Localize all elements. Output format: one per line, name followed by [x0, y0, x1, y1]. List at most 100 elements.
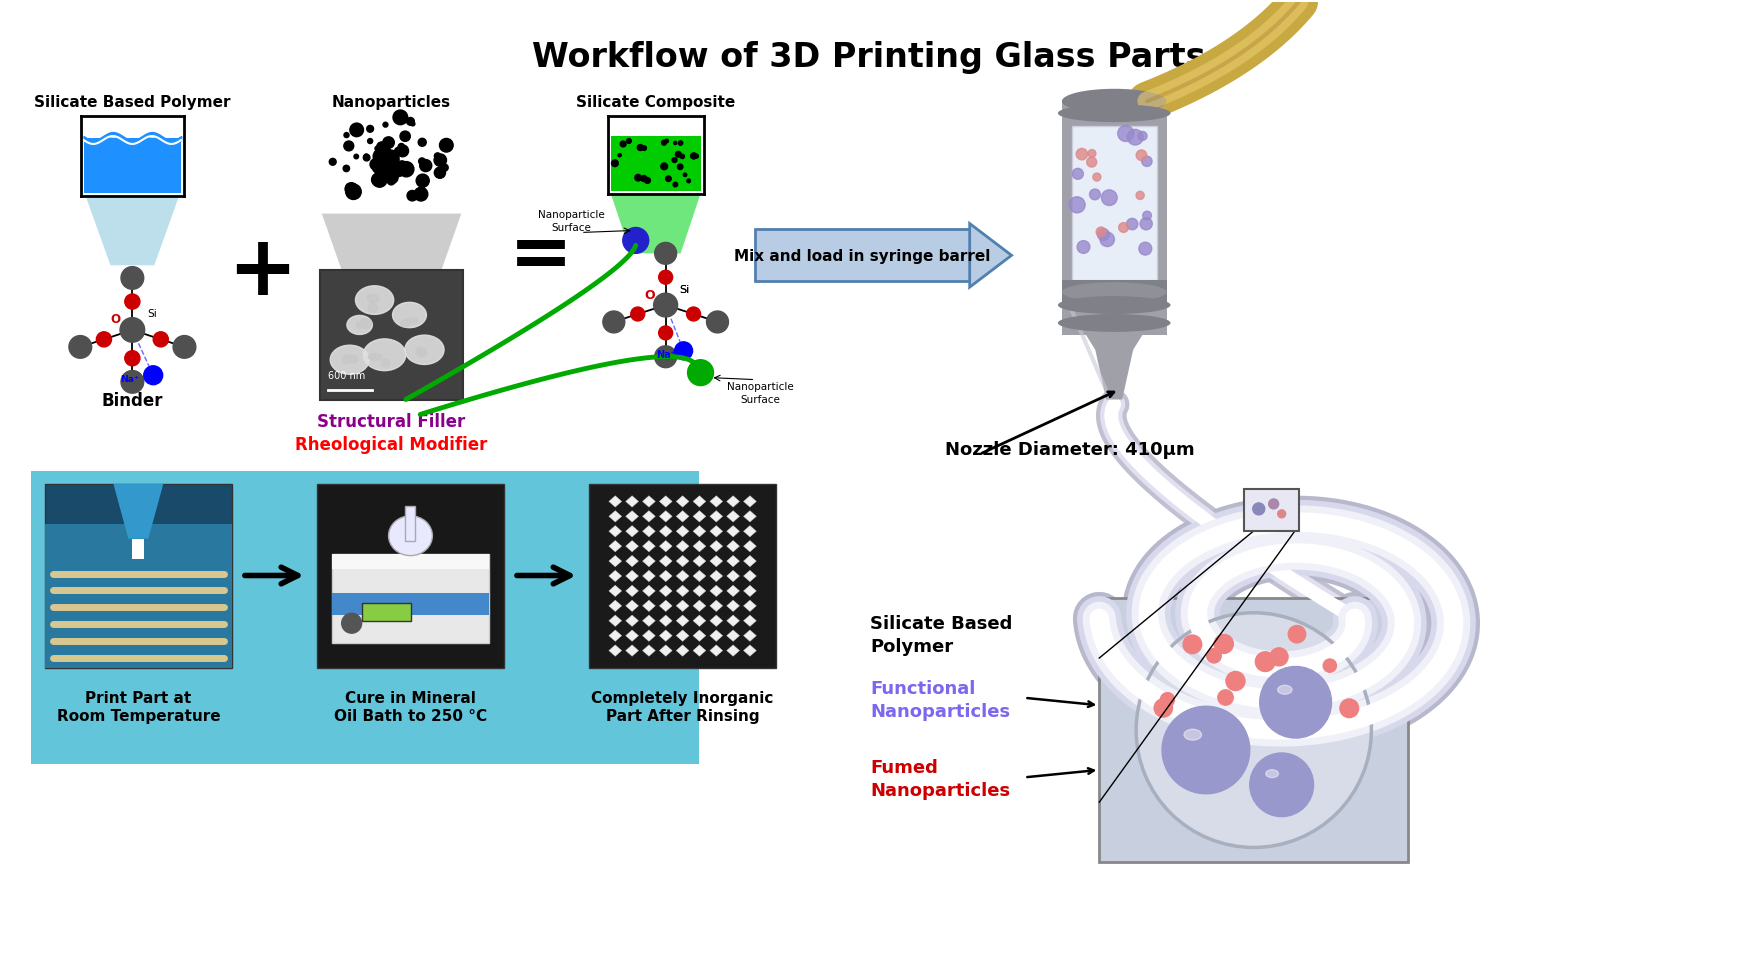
- Polygon shape: [610, 194, 700, 254]
- Polygon shape: [608, 556, 622, 568]
- Bar: [45, 485, 233, 668]
- Circle shape: [122, 371, 144, 394]
- Circle shape: [1093, 174, 1100, 182]
- Polygon shape: [709, 585, 723, 597]
- Bar: [405, 506, 415, 541]
- Circle shape: [440, 140, 454, 152]
- Circle shape: [395, 149, 401, 154]
- Polygon shape: [726, 541, 739, 552]
- Circle shape: [674, 143, 676, 146]
- Circle shape: [434, 153, 441, 160]
- Circle shape: [407, 191, 417, 201]
- Polygon shape: [744, 511, 756, 523]
- Polygon shape: [113, 485, 163, 539]
- Polygon shape: [626, 585, 638, 597]
- Circle shape: [375, 164, 386, 175]
- Ellipse shape: [367, 295, 379, 303]
- Circle shape: [680, 155, 685, 159]
- Polygon shape: [726, 496, 739, 508]
- Text: Rheological Modifier: Rheological Modifier: [295, 436, 488, 453]
- Bar: [332, 554, 488, 569]
- Text: Cure in Mineral
Oil Bath to 250 °C: Cure in Mineral Oil Bath to 250 °C: [334, 690, 487, 724]
- Polygon shape: [608, 585, 622, 597]
- Circle shape: [1270, 648, 1288, 666]
- Polygon shape: [726, 601, 739, 612]
- Circle shape: [673, 183, 678, 188]
- Polygon shape: [659, 601, 673, 612]
- Polygon shape: [676, 645, 688, 657]
- Circle shape: [683, 174, 687, 178]
- Circle shape: [666, 140, 669, 144]
- Polygon shape: [643, 645, 655, 657]
- Polygon shape: [676, 541, 688, 552]
- Bar: [1072, 127, 1158, 281]
- Circle shape: [1255, 653, 1276, 672]
- Circle shape: [381, 156, 389, 167]
- Bar: [332, 554, 488, 644]
- Ellipse shape: [405, 336, 443, 365]
- Text: Completely Inorganic
Part After Rinsing: Completely Inorganic Part After Rinsing: [591, 690, 773, 724]
- Ellipse shape: [1277, 686, 1291, 695]
- Bar: [362, 604, 412, 621]
- Polygon shape: [659, 630, 673, 642]
- Circle shape: [1161, 693, 1175, 707]
- Polygon shape: [709, 556, 723, 568]
- Circle shape: [603, 312, 624, 333]
- Polygon shape: [608, 541, 622, 552]
- Polygon shape: [676, 511, 688, 523]
- Circle shape: [125, 352, 141, 366]
- Polygon shape: [659, 645, 673, 657]
- Circle shape: [419, 158, 426, 165]
- Circle shape: [372, 174, 384, 187]
- Polygon shape: [744, 541, 756, 552]
- Ellipse shape: [389, 516, 433, 556]
- Polygon shape: [643, 541, 655, 552]
- Circle shape: [386, 155, 396, 167]
- Polygon shape: [608, 496, 622, 508]
- Polygon shape: [626, 496, 638, 508]
- Polygon shape: [659, 541, 673, 552]
- Circle shape: [687, 308, 700, 321]
- Circle shape: [1090, 190, 1100, 200]
- Circle shape: [1340, 700, 1359, 718]
- Polygon shape: [626, 556, 638, 568]
- Polygon shape: [726, 616, 739, 627]
- Circle shape: [384, 157, 396, 170]
- Polygon shape: [626, 541, 638, 552]
- Circle shape: [1288, 626, 1305, 643]
- Polygon shape: [726, 511, 739, 523]
- Polygon shape: [744, 526, 756, 537]
- Ellipse shape: [348, 317, 372, 335]
- Bar: [83, 139, 181, 193]
- Polygon shape: [693, 541, 706, 552]
- Circle shape: [346, 185, 351, 190]
- Circle shape: [415, 175, 429, 188]
- Circle shape: [398, 161, 407, 171]
- Circle shape: [1260, 666, 1331, 739]
- Circle shape: [662, 141, 666, 146]
- Circle shape: [355, 155, 358, 159]
- Circle shape: [400, 132, 410, 143]
- Circle shape: [1126, 219, 1138, 231]
- Polygon shape: [643, 496, 655, 508]
- Circle shape: [1253, 503, 1265, 515]
- Circle shape: [122, 268, 144, 290]
- Polygon shape: [709, 496, 723, 508]
- Circle shape: [678, 165, 683, 170]
- Circle shape: [1137, 614, 1371, 848]
- Bar: [589, 485, 777, 668]
- Polygon shape: [693, 511, 706, 523]
- Circle shape: [96, 332, 111, 348]
- Ellipse shape: [1058, 297, 1170, 315]
- Circle shape: [174, 336, 196, 359]
- Circle shape: [692, 153, 697, 159]
- Circle shape: [401, 151, 407, 156]
- Circle shape: [398, 165, 407, 174]
- Circle shape: [346, 184, 358, 196]
- Circle shape: [1269, 499, 1279, 509]
- Circle shape: [388, 178, 395, 186]
- Polygon shape: [744, 585, 756, 597]
- Circle shape: [1137, 150, 1147, 161]
- Circle shape: [395, 167, 403, 177]
- Ellipse shape: [356, 286, 395, 315]
